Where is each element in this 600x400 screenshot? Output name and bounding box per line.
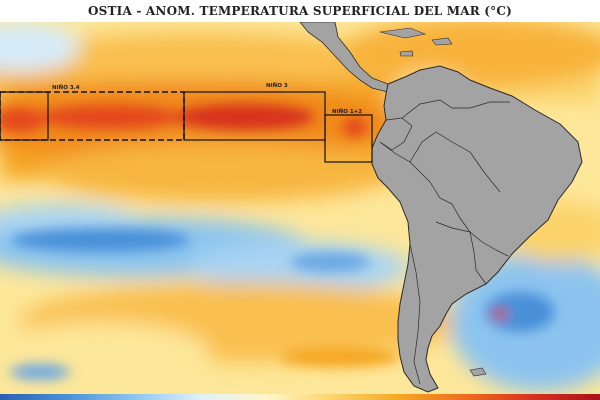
map-title: OSTIA - ANOM. TEMPERATURA SUPERFICIAL DE… (87, 4, 512, 18)
south-america (371, 65, 583, 393)
nino-1-2-box (324, 114, 373, 163)
caribbean-islands (379, 27, 453, 57)
nino-4-box (0, 91, 49, 141)
falkland-islands (469, 367, 487, 377)
color-scale-bar (0, 394, 600, 400)
nino-regions: NIÑO 3.4 NIÑO 3 NIÑO 1+2 (0, 82, 373, 163)
sst-anomaly-map: NIÑO 3.4 NIÑO 3 NIÑO 1+2 (0, 22, 600, 394)
country-borders (379, 99, 510, 385)
nino-3-label: NIÑO 3 (266, 82, 288, 89)
nino-1-2-label: NIÑO 1+2 (332, 108, 362, 115)
title-bar: OSTIA - ANOM. TEMPERATURA SUPERFICIAL DE… (0, 0, 600, 22)
map-canvas: NIÑO 3.4 NIÑO 3 NIÑO 1+2 (0, 22, 600, 394)
nino-3-4-label: NIÑO 3.4 (52, 84, 80, 91)
strong-anomaly-field (0, 104, 555, 380)
